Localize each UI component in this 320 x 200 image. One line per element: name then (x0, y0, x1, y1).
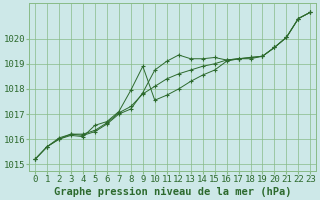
X-axis label: Graphe pression niveau de la mer (hPa): Graphe pression niveau de la mer (hPa) (54, 186, 292, 197)
